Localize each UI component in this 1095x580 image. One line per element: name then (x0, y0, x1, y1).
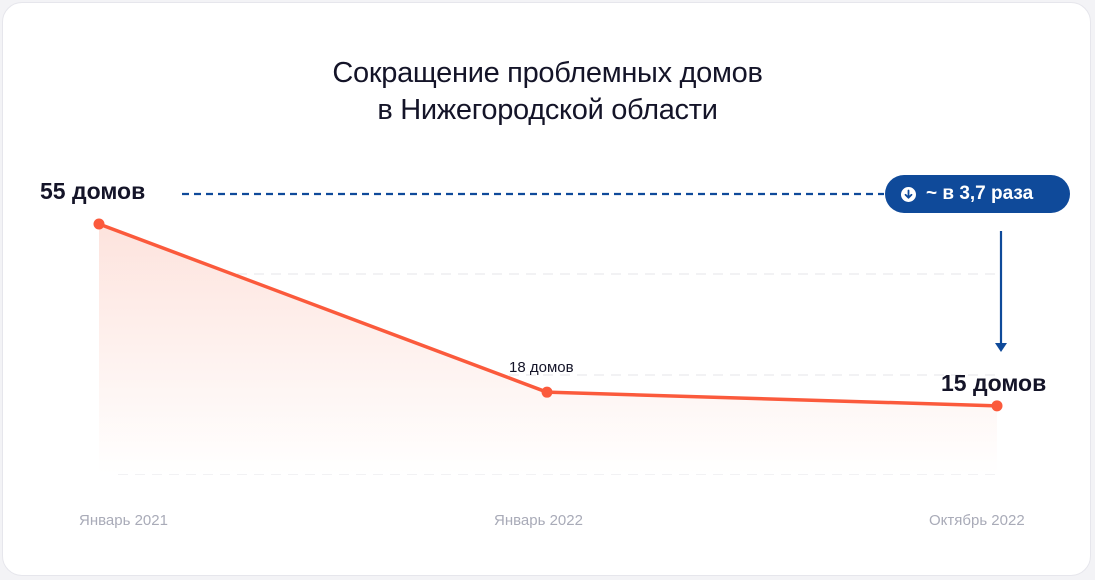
x-tick-jan-2021: Январь 2021 (79, 512, 168, 529)
arrow-down-circle-icon (901, 186, 916, 202)
data-point-2 (541, 386, 553, 398)
data-label-jan-2022: 18 домов (509, 359, 574, 376)
x-tick-oct-2022: Октябрь 2022 (929, 512, 1025, 529)
x-tick-jan-2022: Январь 2022 (494, 512, 583, 529)
chart-title-line-1: Сокращение проблемных домов (332, 57, 763, 89)
data-label-oct-2022: 15 домов (941, 370, 1047, 396)
reduction-badge-label: ~ в 3,7 раза (926, 183, 1034, 204)
reduction-arrow-head (995, 343, 1007, 352)
chart-title-line-2: в Нижегородской области (377, 94, 718, 126)
reduction-badge: ~ в 3,7 раза (885, 175, 1070, 213)
data-point-3 (991, 400, 1003, 412)
data-label-jan-2021: 55 домов (40, 178, 146, 204)
data-point-1 (93, 218, 105, 230)
series-area (99, 224, 997, 474)
